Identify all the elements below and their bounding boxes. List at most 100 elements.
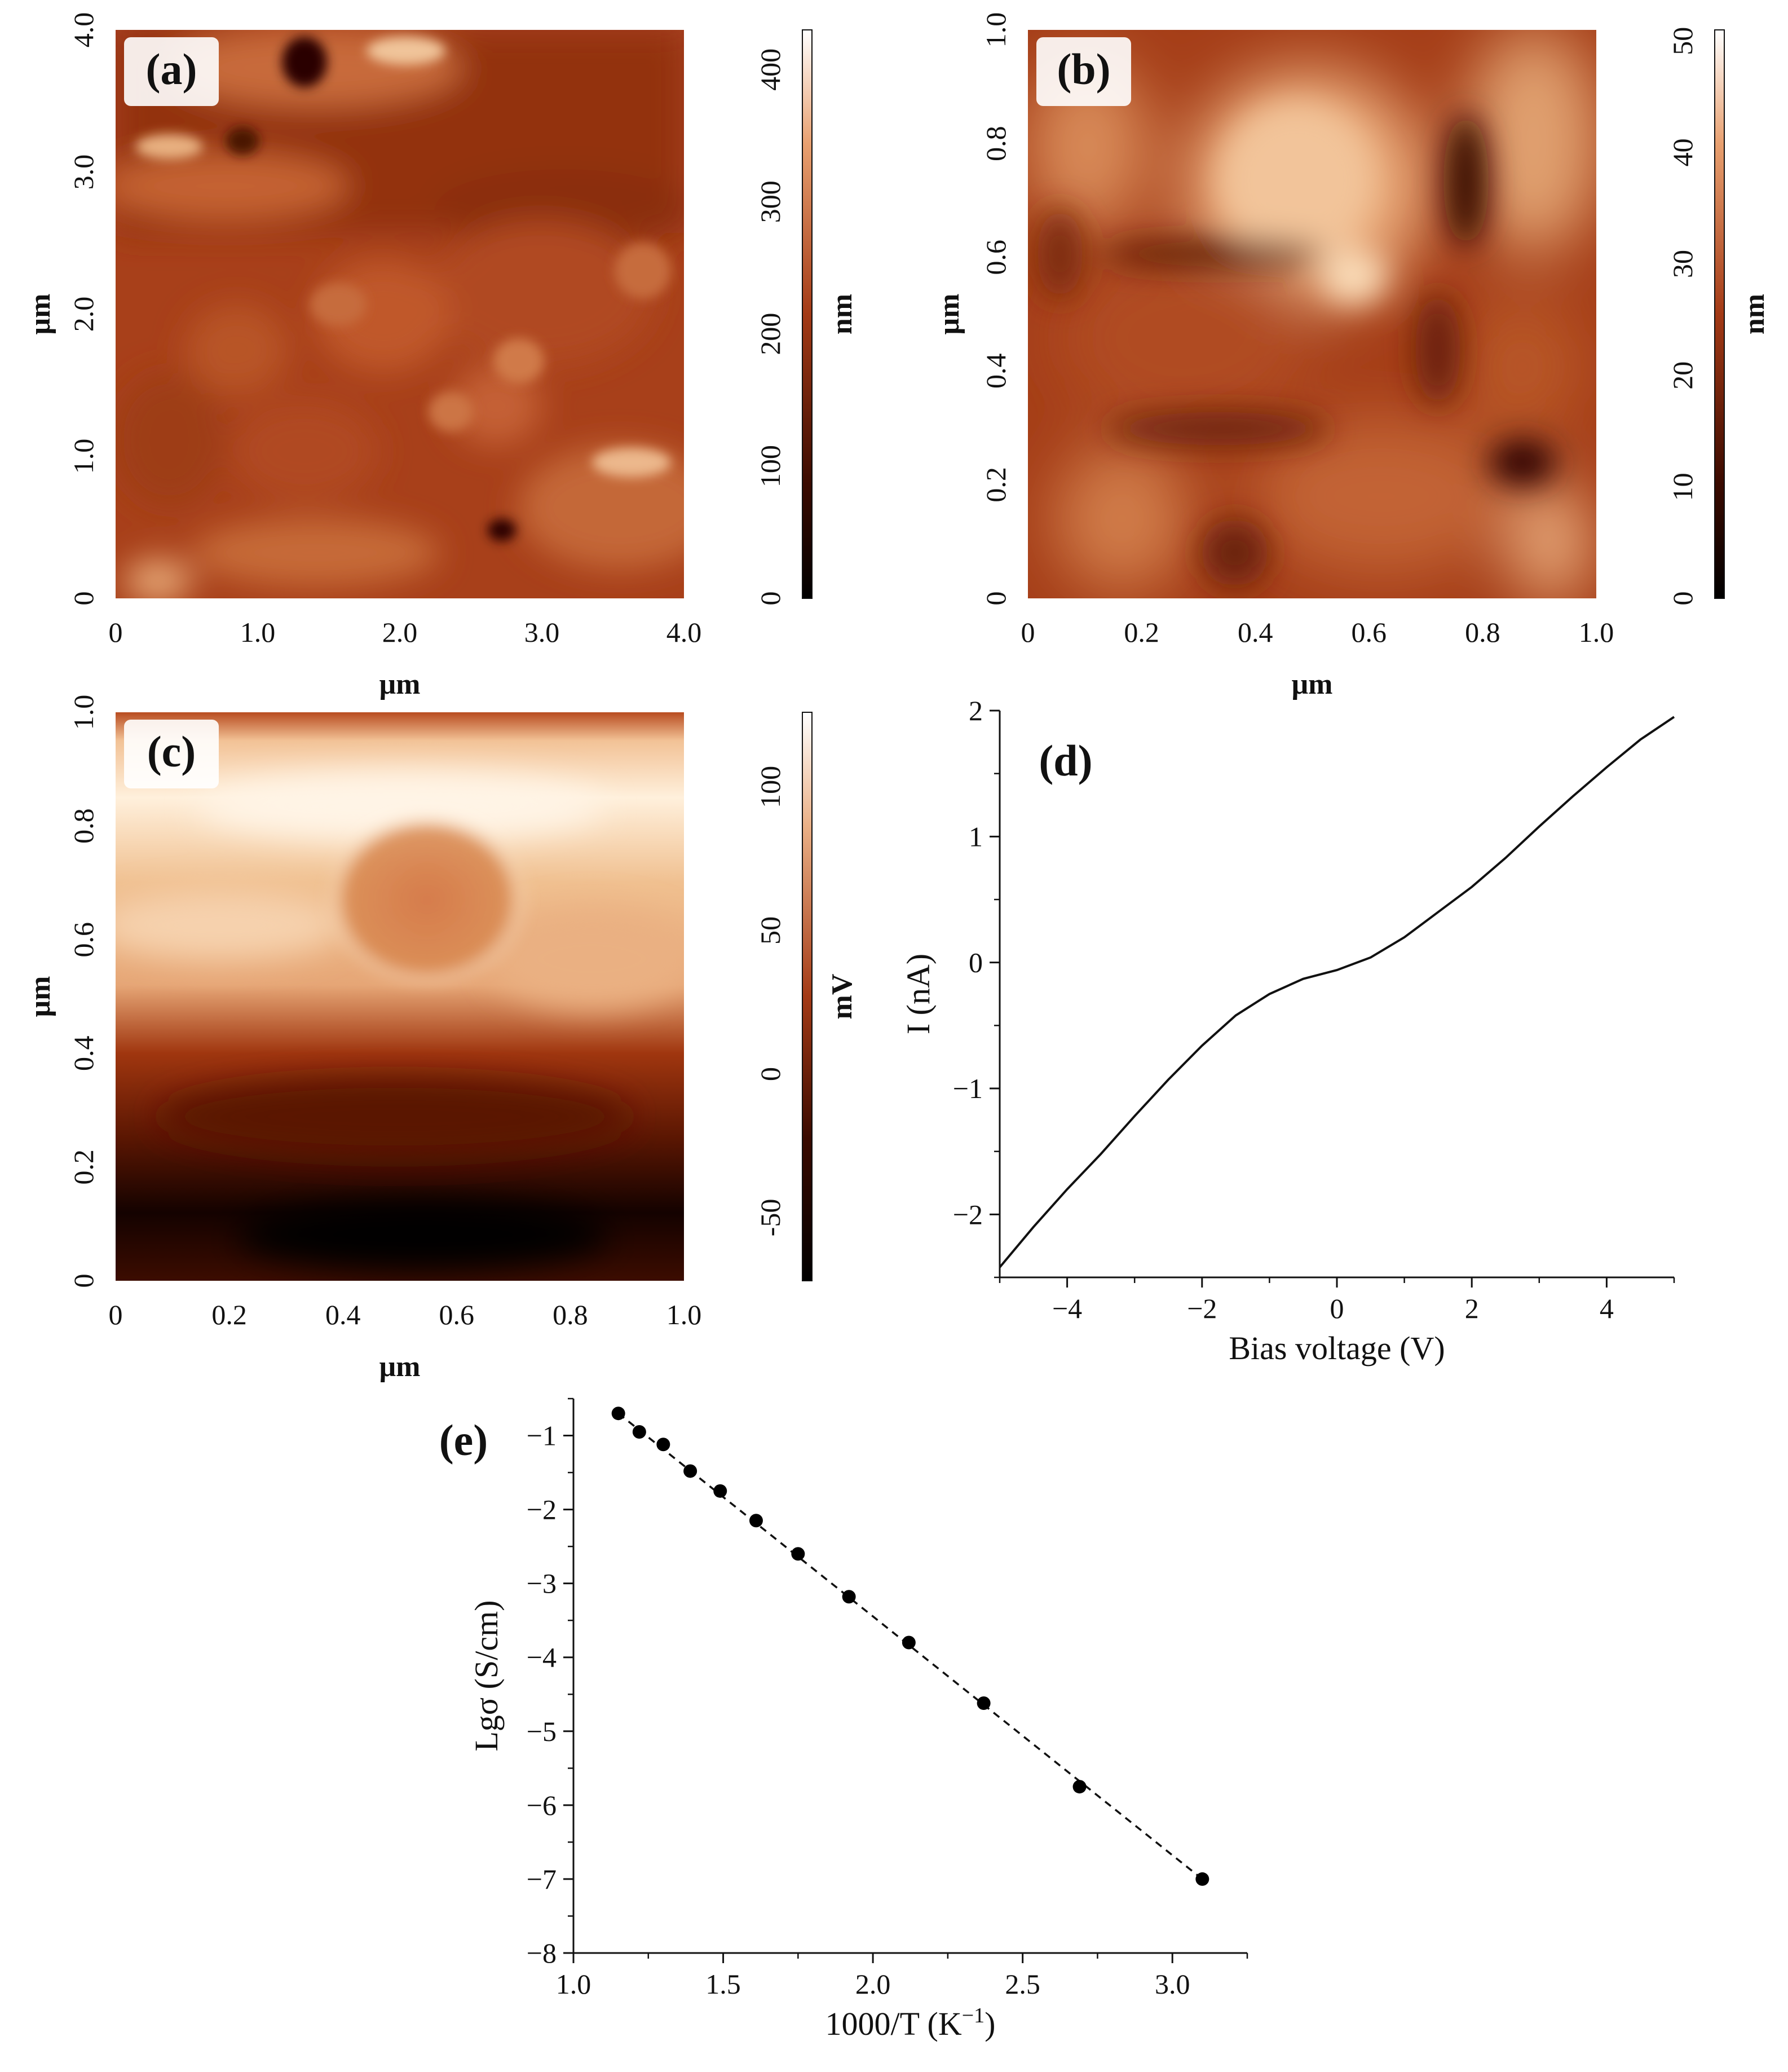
plot-d: −4 −2 0 2 4 −2 −1 0 1 2 Bias voltage (V) I (nA) <box>900 695 1675 1366</box>
colorbar-a <box>802 29 813 599</box>
x-axis-title: 1000/T (K−1) <box>825 2004 996 2042</box>
colorbar-ticks-c: -50 0 50 100 <box>754 766 786 1236</box>
y-tick-label: 0.2 <box>68 1149 99 1185</box>
panel-label-d: (d) <box>1039 736 1092 785</box>
x-tick-label: 1.0 <box>666 1299 702 1330</box>
panel-b: (b) 0 0.2 0.4 0.6 0.8 1.0 0 0.2 0.4 0.6 0.8 1.0 μm… <box>933 12 1771 700</box>
colorbar-b <box>1714 29 1725 599</box>
y-tick-label: 0.8 <box>68 808 99 844</box>
x-tick-label: 0.8 <box>553 1299 588 1330</box>
x-axis-title-text: Bias voltage (V) <box>1229 1330 1445 1366</box>
panel-label-b: (b) <box>1057 45 1110 94</box>
y-tick-label: −1 <box>527 1420 557 1452</box>
y-tick-label: −7 <box>527 1863 557 1895</box>
panel-label-c: (c) <box>147 727 196 776</box>
x-tick-label: 2 <box>1465 1293 1479 1324</box>
potential-map-c <box>116 712 684 1281</box>
colorbar-unit-c: mV <box>826 974 858 1020</box>
y-tick-label: 0 <box>980 592 1012 606</box>
x-tick-label: 4 <box>1600 1293 1614 1324</box>
y-tick-label: −2 <box>527 1494 557 1526</box>
x-axis-title-close: ) <box>984 2005 995 2042</box>
x-ticks-a: 0 1.0 2.0 3.0 4.0 <box>109 616 702 648</box>
data-point <box>902 1635 916 1650</box>
y-tick-label: 1 <box>969 821 983 852</box>
colorbar-unit-a: nm <box>826 294 858 334</box>
colorbar-tick-label: 50 <box>754 916 786 945</box>
x-tick-label: 4.0 <box>666 616 702 648</box>
colorbar-ticks-b: 0 10 20 30 40 50 <box>1667 27 1698 606</box>
x-axis-title-superscript: −1 <box>962 2004 984 2027</box>
y-tick-label: 4.0 <box>68 12 99 48</box>
y-ticks-c: 0 0.2 0.4 0.6 0.8 1.0 <box>68 695 99 1288</box>
y-tick-label: −8 <box>527 1937 557 1969</box>
colorbar-ticks-a: 0 100 200 300 400 <box>754 49 786 606</box>
colorbar-tick-label: 0 <box>754 592 786 606</box>
colorbar-tick-label: 50 <box>1667 27 1698 55</box>
colorbar-tick-label: 0 <box>1667 592 1698 606</box>
x-tick-label: 1.0 <box>1579 616 1614 648</box>
y-ticks-b: 0 0.2 0.4 0.6 0.8 1.0 <box>980 12 1012 606</box>
y-tick-label: 0 <box>68 592 99 606</box>
data-point <box>713 1484 727 1498</box>
colorbar-tick-label: 100 <box>754 445 786 487</box>
x-tick-label: −4 <box>1052 1293 1082 1324</box>
colorbar-tick-label: 0 <box>754 1067 786 1081</box>
y-tick-label: 2.0 <box>68 297 99 332</box>
afm-image-a <box>116 30 684 598</box>
data-point <box>1072 1780 1087 1794</box>
data-point <box>683 1464 697 1478</box>
y-tick-label: −3 <box>527 1568 557 1599</box>
x-axis-label-b: μm <box>1292 668 1333 700</box>
y-tick-label: 0.2 <box>980 467 1012 502</box>
x-tick-label: 0.6 <box>439 1299 475 1330</box>
iv-curve-line <box>999 716 1675 1268</box>
colorbar-tick-label: 40 <box>1667 138 1698 166</box>
y-tick-label: −4 <box>527 1642 557 1673</box>
colorbar-tick-label: 400 <box>754 49 786 91</box>
data-point <box>977 1696 991 1710</box>
data-point <box>791 1547 805 1561</box>
afm-image-b <box>1028 30 1596 598</box>
colorbar-tick-label: 10 <box>1667 473 1698 501</box>
panel-d: −4 −2 0 2 4 −2 −1 0 1 2 Bias voltage (V) I (nA) (d) <box>900 695 1675 1366</box>
y-tick-label: 3.0 <box>68 155 99 190</box>
y-tick-label: 0 <box>969 947 983 978</box>
x-tick-label: 3.0 <box>1155 1968 1190 2000</box>
x-tick-label: 0 <box>109 616 123 648</box>
y-tick-label: 0.4 <box>68 1036 99 1072</box>
x-ticks-c: 0 0.2 0.4 0.6 0.8 1.0 <box>109 1299 702 1330</box>
y-tick-label: 1.0 <box>68 695 99 730</box>
y-tick-label: 0.4 <box>980 354 1012 389</box>
x-tick-label: −2 <box>1187 1293 1217 1324</box>
colorbar-tick-label: 200 <box>754 313 786 355</box>
y-axis-title: Lgσ (S/cm) <box>468 1600 505 1751</box>
colorbar-tick-label: 20 <box>1667 362 1698 390</box>
x-tick-label: 3.0 <box>524 616 560 648</box>
data-point <box>842 1590 856 1604</box>
y-tick-label: 0.8 <box>980 126 1012 161</box>
x-tick-label: 0 <box>109 1299 123 1330</box>
colorbar-unit-b: nm <box>1738 294 1771 334</box>
data-point <box>632 1425 646 1439</box>
panel-a: (a) 0 1.0 2.0 3.0 4.0 0 1.0 2.0 3.0 4.0 μm μm 0 1… <box>24 12 858 700</box>
x-tick-label: 2.5 <box>1005 1968 1040 2000</box>
x-tick-label: 0.2 <box>211 1299 247 1330</box>
x-axis-label-c: μm <box>379 1351 421 1383</box>
x-tick-label: 2.0 <box>855 1968 891 2000</box>
x-tick-label: 0.6 <box>1352 616 1387 648</box>
y-tick-label: 2 <box>969 695 983 726</box>
x-ticks-b: 0 0.2 0.4 0.6 0.8 1.0 <box>1021 616 1614 648</box>
x-tick-label: 1.0 <box>556 1968 591 2000</box>
y-tick-label: 0.6 <box>68 922 99 958</box>
data-point <box>656 1438 670 1452</box>
data-point <box>749 1514 763 1528</box>
x-tick-label: 0.8 <box>1465 616 1500 648</box>
y-tick-label: 1.0 <box>980 12 1012 48</box>
y-tick-label: −1 <box>953 1073 983 1104</box>
x-tick-label: 0 <box>1021 616 1035 648</box>
y-tick-label: 1.0 <box>68 439 99 474</box>
